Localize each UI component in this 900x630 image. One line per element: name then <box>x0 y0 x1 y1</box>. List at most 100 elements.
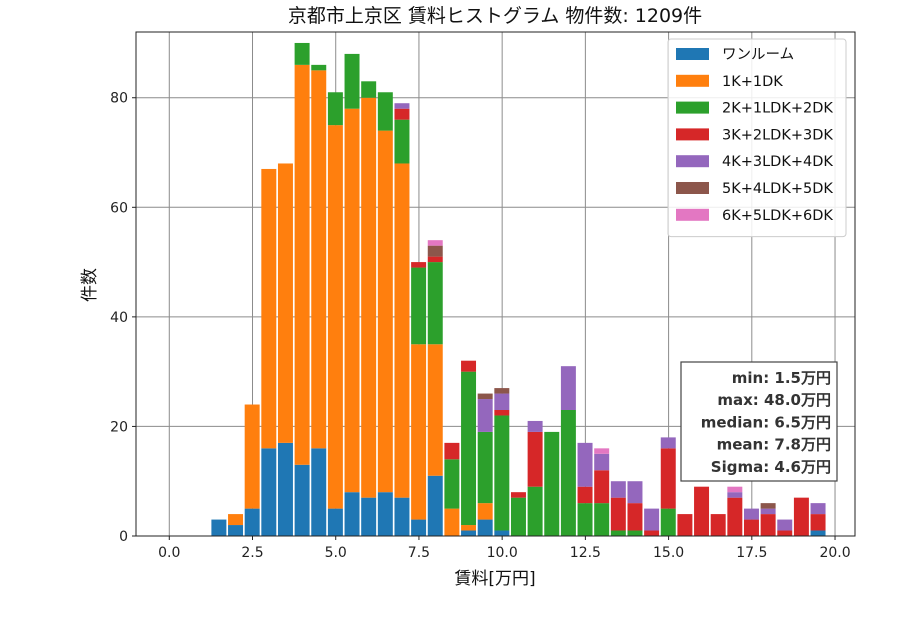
bar-segment <box>560 366 576 410</box>
bar-segment <box>361 497 377 536</box>
bar-segment <box>361 81 377 98</box>
histogram-bars <box>211 42 826 536</box>
legend-entry-label: 3K+2LDK+3DK <box>722 127 833 143</box>
bar-segment <box>427 240 443 246</box>
bar-segment <box>261 168 277 449</box>
bar-segment <box>777 519 793 531</box>
bar-segment <box>377 492 393 536</box>
y-axis-ticks: 0 20 40 60 80 <box>110 91 136 545</box>
bar-segment <box>727 497 743 536</box>
bar-segment <box>427 245 443 257</box>
bar-segment <box>311 448 327 536</box>
y-axis-label: 件数 <box>80 268 100 302</box>
bar-segment <box>477 393 493 400</box>
bar-segment <box>544 431 560 536</box>
bar-segment <box>228 525 244 536</box>
bar-segment <box>477 399 493 432</box>
legend-swatch <box>676 182 709 194</box>
bar-segment <box>760 508 776 515</box>
bar-segment <box>294 42 310 65</box>
bar-segment <box>660 508 676 536</box>
bar-segment <box>311 70 327 449</box>
bar-segment <box>727 492 743 498</box>
plot-frame <box>135 31 856 537</box>
bar-segment <box>427 256 443 263</box>
bar-segment <box>677 514 693 536</box>
bar-segment <box>277 163 293 443</box>
bar-segment <box>610 481 626 498</box>
bar-segment <box>228 514 244 526</box>
bar-segment <box>810 514 826 531</box>
bar-segment <box>394 119 410 164</box>
bar-segment <box>377 92 393 131</box>
legend-swatch <box>676 128 709 141</box>
bar-segment <box>793 497 809 536</box>
bar-segment <box>627 481 643 504</box>
bar-segment <box>411 267 427 345</box>
bar-segment <box>610 497 626 531</box>
bar-segment <box>327 125 343 509</box>
bar-segment <box>427 344 443 476</box>
bar-segment <box>743 519 759 536</box>
y-tick-label: 40 <box>110 310 128 326</box>
bar-segment <box>610 530 626 536</box>
legend: ワンルーム 1K+1DK 2K+1LDK+2DK 3K+2LDK+3DK 4K+3LDK… <box>667 38 847 238</box>
bar-segment <box>427 475 443 536</box>
bar-segment <box>244 508 260 536</box>
bar-segment <box>261 448 277 536</box>
bar-segment <box>527 420 543 432</box>
bar-segment <box>760 514 776 536</box>
bar-segment <box>727 486 743 493</box>
bar-segment <box>594 503 610 536</box>
y-tick-label: 60 <box>110 200 128 216</box>
bar-segment <box>411 344 427 520</box>
legend-entry-label: 6K+5LDK+6DK <box>722 208 833 224</box>
bar-segment <box>427 262 443 345</box>
bar-segment <box>327 508 343 536</box>
bar-segment <box>477 503 493 520</box>
bar-segment <box>494 388 510 394</box>
bar-segment <box>810 503 826 515</box>
bar-segment <box>494 415 510 531</box>
bar-segment <box>627 503 643 531</box>
stats-line: max: 48.0万円 <box>717 391 831 409</box>
bar-segment <box>361 97 377 498</box>
bar-segment <box>344 53 360 109</box>
bar-segment <box>211 519 227 536</box>
bar-segment <box>743 508 759 520</box>
x-tick-label: 2.5 <box>241 545 263 561</box>
stats-line: min: 1.5万円 <box>732 369 831 387</box>
stats-box-frame <box>680 361 838 482</box>
bar-segment <box>461 360 477 372</box>
x-tick-label: 7.5 <box>408 545 430 561</box>
x-axis-label: 賃料[万円] <box>454 569 535 589</box>
bar-segment <box>444 508 460 536</box>
bar-segment <box>461 371 477 526</box>
bar-segment <box>394 497 410 536</box>
bar-segment <box>494 410 510 416</box>
stats-line: mean: 7.8万円 <box>717 436 831 454</box>
y-tick-label: 0 <box>119 529 128 545</box>
bar-segment <box>327 92 343 126</box>
bar-segment <box>560 410 576 536</box>
chart-title: 京都市上京区 賃料ヒストグラム 物件数: 1209件 <box>288 5 702 27</box>
legend-entry-label: ワンルーム <box>722 47 794 63</box>
bar-segment <box>411 262 427 268</box>
bar-segment <box>494 530 510 536</box>
bar-segment <box>294 464 310 536</box>
stats-line: median: 6.5万円 <box>701 413 831 431</box>
bar-segment <box>477 431 493 504</box>
x-tick-label: 5.0 <box>325 545 347 561</box>
stats-annotation-box: min: 1.5万円 max: 48.0万円 median: 6.5万円 mean: … <box>680 361 838 482</box>
bar-segment <box>394 108 410 120</box>
bar-segment <box>394 103 410 109</box>
legend-swatch <box>676 48 709 60</box>
legend-frame <box>667 38 847 238</box>
x-tick-label: 10.0 <box>487 545 518 561</box>
bar-segment <box>311 64 327 71</box>
bar-segment <box>444 442 460 460</box>
x-tick-label: 12.5 <box>570 545 601 561</box>
bar-segment <box>461 530 477 536</box>
x-tick-label: 17.5 <box>736 545 767 561</box>
bar-segment <box>760 503 776 509</box>
